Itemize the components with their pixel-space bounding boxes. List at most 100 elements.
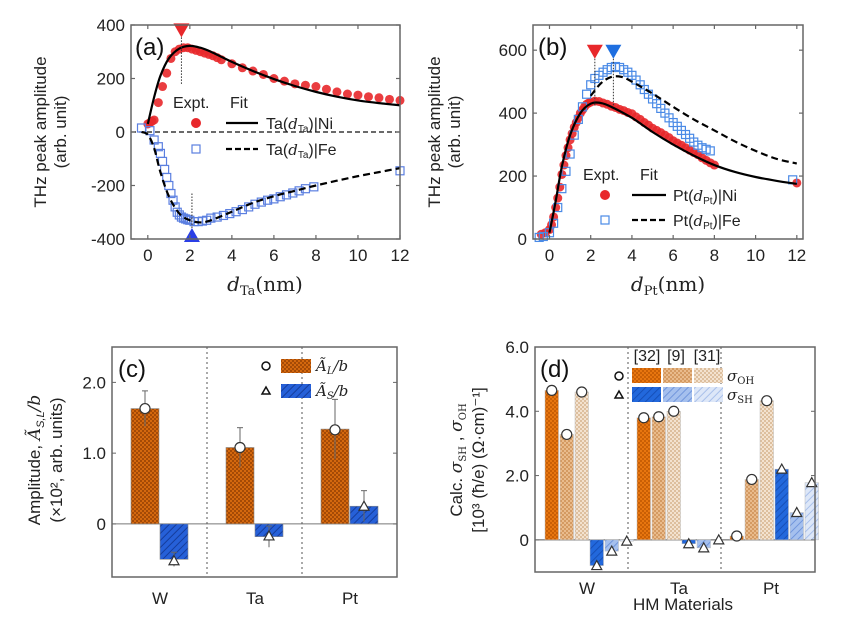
circle-marker — [638, 412, 650, 424]
data-point — [149, 115, 159, 125]
circle-marker — [139, 402, 151, 415]
y-tick-label: 400 — [97, 16, 125, 35]
data-point — [311, 82, 321, 92]
triangle-marker — [682, 537, 695, 549]
panel-a-legend: Expt. Fit Ta(dTa)|Ni Ta(dTa)|Fe — [173, 95, 337, 161]
panel-c-legend: ÃL/b ÃS/b — [260, 357, 348, 402]
y-tick-label: 200 — [97, 70, 125, 89]
panel-b-xlabel: dPt(nm) — [631, 272, 705, 299]
data-point — [353, 90, 363, 100]
circle-marker — [731, 530, 743, 542]
panel-c-ylabel: Amplitude, ÃS,L/b (×10², arb. units) — [24, 395, 66, 525]
legend-swatch-oh-31 — [694, 368, 723, 383]
legend-swatch-as — [281, 384, 311, 398]
triangle-marker — [697, 541, 710, 553]
panel-d-label: (d) — [540, 356, 569, 383]
bar — [651, 416, 666, 541]
triangle-marker — [167, 554, 181, 566]
peak-marker — [586, 44, 603, 59]
data-point — [218, 210, 229, 221]
x-category-label: Ta — [670, 579, 689, 598]
y-tick-label: 2.0 — [82, 373, 106, 392]
triangle-marker — [620, 534, 633, 546]
data-point — [269, 194, 279, 204]
circle-marker — [546, 384, 558, 396]
legend-label-as: ÃS/b — [314, 382, 348, 402]
y-tick-label: 0 — [518, 230, 527, 249]
legend-marker-fe — [600, 215, 610, 225]
panel-a-xlabel: dTa(nm) — [227, 272, 303, 299]
panel-c-ylabel-line1: Amplitude, ÃS,L/b — [24, 395, 47, 525]
x-tick-label: 8 — [311, 246, 320, 265]
triangle-marker — [775, 462, 788, 474]
data-point — [153, 142, 163, 152]
legend-ref-2: [31] — [694, 348, 721, 365]
bar — [636, 417, 651, 541]
data-point — [263, 195, 273, 205]
x-tick-label: 10 — [349, 246, 368, 265]
peak-marker — [605, 44, 622, 59]
panel-d-ylabel-line1: Calc. σSH , σOH — [447, 403, 469, 517]
legend-label-sh: σSH — [727, 386, 753, 406]
panel-b-ylabel-line2: (arb. unit) — [445, 96, 464, 169]
panel-d-legend: [32] [9] [31] σOH σSH — [613, 348, 754, 406]
legend-header-fit: Fit — [230, 95, 248, 112]
panel-a-xlabel-unit: (nm) — [255, 272, 302, 296]
legend-header-fit: Fit — [640, 167, 658, 184]
panel-c-label: (c) — [118, 356, 146, 383]
bar — [666, 411, 681, 541]
panel-a-ylabel-line1: THz peak amplitude — [31, 56, 50, 207]
legend-header-expt: Expt. — [583, 167, 619, 184]
legend-marker-fe — [191, 144, 201, 154]
legend-swatch-al — [281, 359, 311, 373]
x-category-label: W — [152, 589, 168, 608]
data-point — [160, 164, 170, 175]
legend-swatch-oh-9 — [663, 368, 692, 383]
panel-d: 0 2.0 4.0 6.0 W Ta Pt (d) Calc. σSH , σOH [10³… — [447, 338, 819, 614]
panel-a-label: (a) — [135, 34, 164, 61]
data-point — [342, 89, 352, 99]
panel-a-ylabel: THz peak amplitude (arb. unit) — [31, 56, 70, 207]
data-point — [145, 126, 155, 136]
legend-ref-0: [32] — [634, 348, 661, 365]
legend-label-al: ÃL/b — [314, 357, 348, 377]
legend-marker-ni — [600, 190, 610, 200]
legend-swatch-sh-32 — [632, 387, 661, 402]
bar — [130, 408, 160, 525]
legend-circle-marker — [614, 371, 624, 381]
data-point — [384, 94, 394, 104]
triangle-marker — [605, 544, 618, 556]
panel-b: 0 2 4 6 8 10 12 0 200 400 600 (b) THz peak amplitu… — [425, 24, 806, 299]
x-category-label: W — [579, 579, 595, 598]
data-point — [363, 92, 373, 102]
x-tick-label: 4 — [627, 246, 636, 265]
x-tick-label: 12 — [391, 246, 410, 265]
legend-ref-1: [9] — [667, 348, 685, 365]
circle-marker — [668, 405, 680, 417]
x-tick-label: 12 — [787, 246, 806, 265]
triangle-marker — [357, 499, 371, 511]
y-tick-label: 2.0 — [505, 467, 529, 486]
bar — [544, 390, 559, 541]
legend-label-ni: Ta(dTa)|Ni — [266, 115, 333, 135]
data-point — [581, 89, 592, 99]
panel-b-ylabel-line1: THz peak amplitude — [425, 56, 444, 207]
x-category-label: Pt — [763, 579, 779, 598]
x-tick-label: 8 — [710, 246, 719, 265]
panel-d-frame — [534, 346, 816, 573]
data-point — [705, 146, 715, 156]
y-tick-label: -400 — [91, 230, 125, 249]
data-point — [321, 84, 331, 94]
data-point — [162, 68, 172, 78]
data-point — [294, 186, 304, 196]
triangle-marker — [590, 559, 603, 571]
x-category-label: Ta — [246, 589, 265, 608]
triangle-marker — [262, 529, 276, 541]
x-tick-label: 4 — [227, 246, 236, 265]
fit-line — [146, 44, 401, 125]
data-point — [332, 87, 342, 97]
panel-b-label: (b) — [538, 34, 567, 61]
y-tick-label: 400 — [499, 104, 527, 123]
x-tick-label: 2 — [586, 246, 595, 265]
legend-label-fe: Pt(dPt)|Fe — [673, 212, 741, 232]
